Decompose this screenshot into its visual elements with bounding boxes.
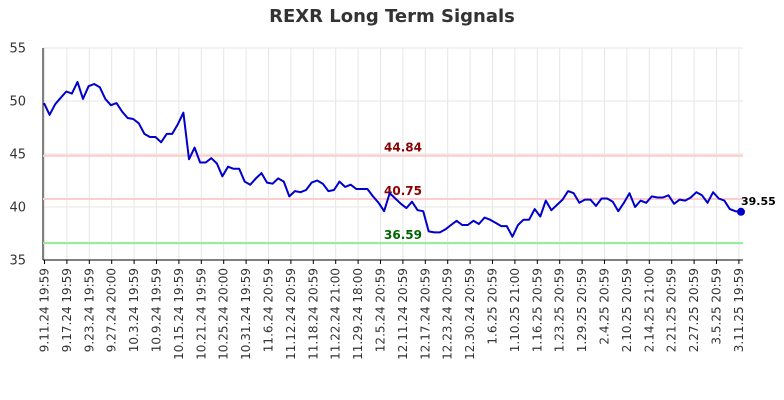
- x-tick-label: 1.29.25 20:59: [575, 268, 589, 352]
- x-tick-label: 2.14.25 21:00: [642, 268, 656, 352]
- x-tick-label: 10.9.24 19:59: [150, 268, 164, 352]
- x-tick-label: 11.29.24 18:00: [351, 268, 365, 360]
- y-tick-label: 50: [9, 95, 26, 110]
- y-tick-label: 55: [9, 42, 26, 57]
- reference-line-label: 36.59: [384, 228, 422, 242]
- x-tick-label: 10.21.24 19:59: [194, 268, 208, 360]
- x-tick-label: 2.21.25 20:59: [665, 268, 679, 352]
- y-tick-label: 35: [9, 254, 26, 269]
- series-line: [43, 80, 742, 238]
- x-tick-label: 1.16.25 20:59: [530, 268, 544, 352]
- x-tick-label: 9.23.24 19:59: [82, 268, 96, 352]
- x-tick-label: 12.30.24 20:59: [463, 268, 477, 360]
- last-point-marker: [737, 207, 745, 216]
- x-tick-label: 10.15.24 19:59: [172, 268, 186, 360]
- reference-line-label: 44.84: [384, 141, 422, 155]
- x-tick-label: 10.25.24 20:00: [217, 268, 231, 360]
- x-tick-label: 12.5.24 20:59: [374, 268, 388, 352]
- x-tick-label: 1.10.25 21:00: [508, 268, 522, 352]
- x-tick-label: 9.27.24 20:00: [105, 268, 119, 352]
- x-tick-label: 11.12.24 20:59: [284, 268, 298, 360]
- x-tick-label: 10.31.24 19:59: [239, 268, 253, 360]
- x-tick-label: 12.17.24 20:59: [418, 268, 432, 360]
- reference-line-label: 40.75: [384, 184, 422, 198]
- x-tick-label: 11.18.24 20:59: [306, 268, 320, 360]
- x-tick-label: 12.11.24 20:59: [396, 268, 410, 360]
- last-point-label: 39.55: [741, 195, 776, 208]
- y-tick-label: 40: [9, 201, 26, 216]
- x-tick-label: 1.6.25 20:59: [486, 268, 500, 345]
- y-tick-label: 45: [9, 148, 26, 163]
- x-tick-label: 11.6.24 20:59: [262, 268, 276, 352]
- x-tick-label: 9.17.24 19:59: [60, 268, 74, 352]
- x-tick-label: 9.11.24 19:59: [38, 268, 52, 352]
- x-tick-label: 11.22.24 21:00: [329, 268, 343, 360]
- x-tick-label: 3.5.25 20:59: [710, 268, 724, 345]
- x-tick-label: 2.27.25 20:59: [687, 268, 701, 352]
- x-tick-label: 2.4.25 20:59: [598, 268, 612, 345]
- x-tick-label: 3.11.25 19:59: [732, 268, 746, 352]
- x-tick-label: 10.3.24 19:59: [127, 268, 141, 352]
- x-tick-label: 12.23.24 20:59: [441, 268, 455, 360]
- chart-title: REXR Long Term Signals: [269, 6, 515, 27]
- x-tick-label: 1.23.25 20:59: [553, 268, 567, 352]
- x-tick-label: 2.10.25 20:59: [620, 268, 634, 352]
